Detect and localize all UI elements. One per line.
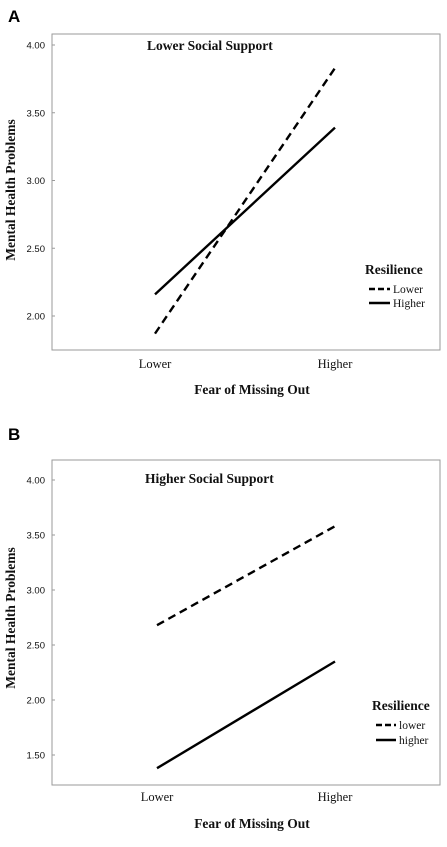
chart-panel-a: A 2.00 2.50 3.00 3.50 4.00 Lower Higher Fear of … xyxy=(3,7,441,397)
x-axis-label: Fear of Missing Out xyxy=(194,382,310,397)
series-line-higher xyxy=(156,660,336,770)
panel-label: A xyxy=(8,7,20,26)
y-tick-label: 2.00 xyxy=(27,312,46,323)
y-tick-label: 3.50 xyxy=(27,108,46,119)
x-tick-label: Higher xyxy=(318,357,354,371)
legend-label-lower: lower xyxy=(399,720,425,732)
panel-label: B xyxy=(8,425,20,444)
x-tick-label: Higher xyxy=(318,790,354,804)
y-tick-label: 4.00 xyxy=(27,476,46,487)
series-line-lower xyxy=(154,67,336,335)
y-axis-label: Mental Health Problems xyxy=(3,547,18,688)
plot-frame xyxy=(51,33,441,351)
legend-label-higher: Higher xyxy=(393,298,425,310)
series-line-higher xyxy=(154,126,336,296)
legend-title: Resilience xyxy=(372,698,430,713)
y-tick-label: 2.00 xyxy=(27,696,46,707)
plot-frame xyxy=(51,459,441,786)
y-tick-label: 2.50 xyxy=(27,641,46,652)
y-tick-label: 3.50 xyxy=(27,531,46,542)
chart-panel-b: B 1.50 2.00 2.50 3.00 3.50 4.00 Lower Higher Fear… xyxy=(3,425,441,831)
y-tick-label: 3.00 xyxy=(27,586,46,597)
legend-label-lower: Lower xyxy=(393,284,423,296)
legend-label-higher: higher xyxy=(399,735,429,747)
chart-title: Lower Social Support xyxy=(147,38,273,53)
series-line-lower xyxy=(156,525,336,627)
legend-title: Resilience xyxy=(365,262,423,277)
y-axis-label: Mental Health Problems xyxy=(3,119,18,260)
x-axis-label: Fear of Missing Out xyxy=(194,816,310,831)
chart-title: Higher Social Support xyxy=(145,471,274,486)
y-tick-label: 3.00 xyxy=(27,176,46,187)
x-tick-label: Lower xyxy=(141,790,174,804)
y-tick-label: 2.50 xyxy=(27,244,46,255)
y-tick-label: 4.00 xyxy=(27,41,46,52)
x-tick-label: Lower xyxy=(139,357,172,371)
y-tick-label: 1.50 xyxy=(27,751,46,762)
